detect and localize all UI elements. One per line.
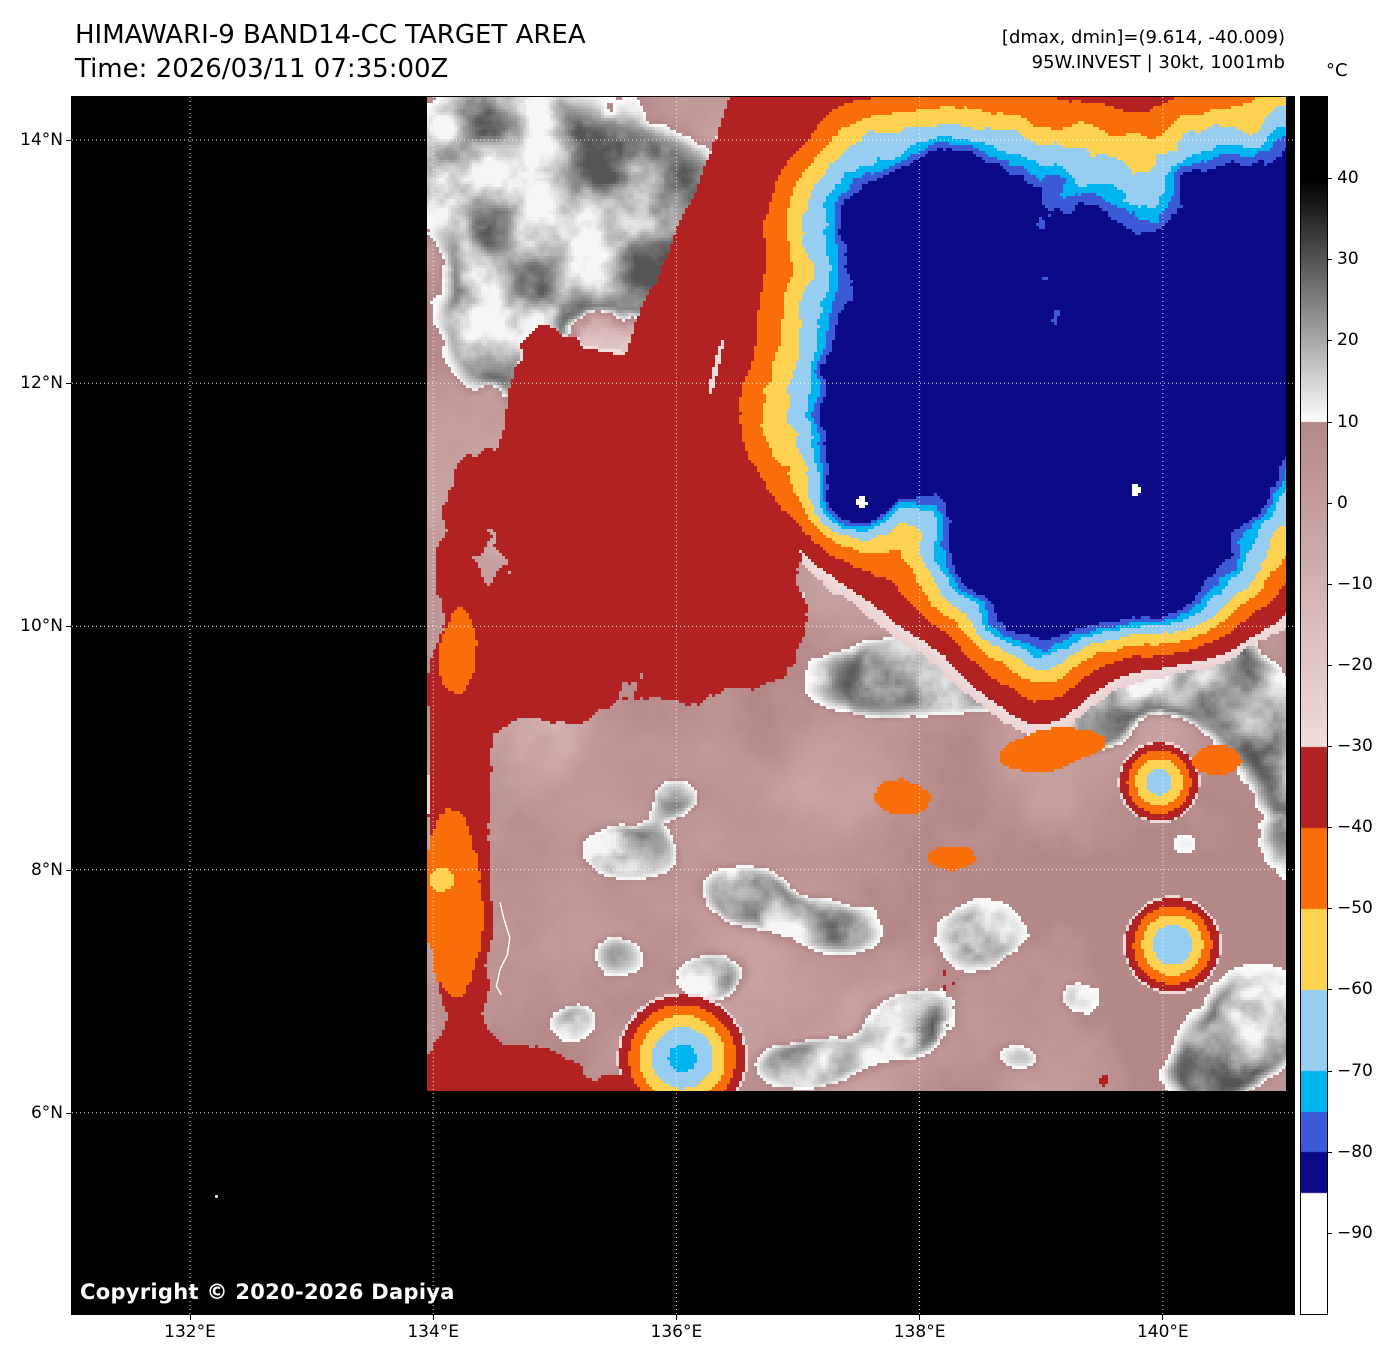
colorbar-tick-mark [1328,340,1332,342]
map-plot-area: Copyright © 2020-2026 Dapiya [71,96,1295,1315]
annotation-block: [dmax, dmin]=(9.614, -40.009) 95W.INVEST… [1002,25,1285,75]
y-tick-label: 14°N [20,130,63,150]
colorbar-tick-mark [1328,827,1332,829]
y-tick-label: 10°N [20,616,63,637]
island-speck [215,1195,218,1198]
gridlines-layer [72,97,1294,1314]
colorbar-tick-label: −40 [1337,817,1373,838]
storm-info-annotation: 95W.INVEST | 30kt, 1001mb [1031,52,1285,73]
y-tick-mark [66,869,71,871]
colorbar-tick-label: 30 [1337,249,1359,270]
colorbar-tick-mark [1328,746,1332,748]
title-block: HIMAWARI-9 BAND14-CC TARGET AREA Time: 2… [75,18,586,86]
y-tick-mark [66,626,71,628]
x-tick-mark [919,1315,921,1320]
colorbar-tick-label: −70 [1337,1060,1373,1081]
x-tick-mark [675,1315,677,1320]
x-tick-label: 134°E [407,1322,460,1342]
colorbar-tick-label: −10 [1337,573,1373,594]
y-tick-label: 6°N [30,1102,63,1123]
colorbar-canvas [1301,97,1327,1314]
figure-timestamp: Time: 2026/03/11 07:35:00Z [75,54,449,84]
colorbar-tick-mark [1328,1232,1332,1234]
x-tick-mark [1162,1315,1164,1320]
dmax-dmin-annotation: [dmax, dmin]=(9.614, -40.009) [1001,27,1285,48]
y-tick-mark [66,383,71,385]
colorbar-tick-label: −50 [1337,898,1373,919]
colorbar-tick-label: −60 [1337,979,1373,1000]
x-tick-label: 140°E [1136,1322,1189,1342]
figure-title: HIMAWARI-9 BAND14-CC TARGET AREA [75,20,586,50]
colorbar-tick-mark [1328,421,1332,423]
colorbar-tick-mark [1328,908,1332,910]
x-tick-mark [189,1315,191,1320]
y-tick-mark [66,1112,71,1114]
colorbar-tick-mark [1328,1070,1332,1072]
colorbar-tick-label: −20 [1337,654,1373,675]
colorbar-tick-label: −90 [1337,1222,1373,1243]
x-tick-label: 138°E [893,1322,946,1342]
colorbar-tick-label: 10 [1337,411,1359,432]
colorbar-tick-mark [1328,664,1332,666]
satellite-image-canvas [427,97,1286,1091]
colorbar-tick-mark [1328,583,1332,585]
x-tick-label: 136°E [650,1322,703,1342]
x-tick-mark [432,1315,434,1320]
x-tick-label: 132°E [164,1322,216,1342]
copyright-label: Copyright © 2020-2026 Dapiya [80,1280,455,1304]
colorbar-tick-label: 0 [1337,492,1348,513]
y-tick-label: 8°N [30,859,63,880]
colorbar-tick-mark [1328,502,1332,504]
colorbar [1300,96,1328,1315]
colorbar-tick-label: −30 [1337,736,1373,757]
y-tick-mark [66,140,71,141]
y-tick-label: 12°N [20,373,63,394]
colorbar-tick-label: 40 [1337,168,1359,189]
colorbar-tick-label: −80 [1337,1141,1373,1162]
colorbar-tick-mark [1328,1151,1332,1153]
colorbar-tick-mark [1328,989,1332,991]
colorbar-tick-label: 20 [1337,330,1359,351]
colorbar-tick-mark [1328,259,1332,261]
colorbar-tick-mark [1328,178,1332,180]
colorbar-unit-label: °C [1326,60,1348,81]
